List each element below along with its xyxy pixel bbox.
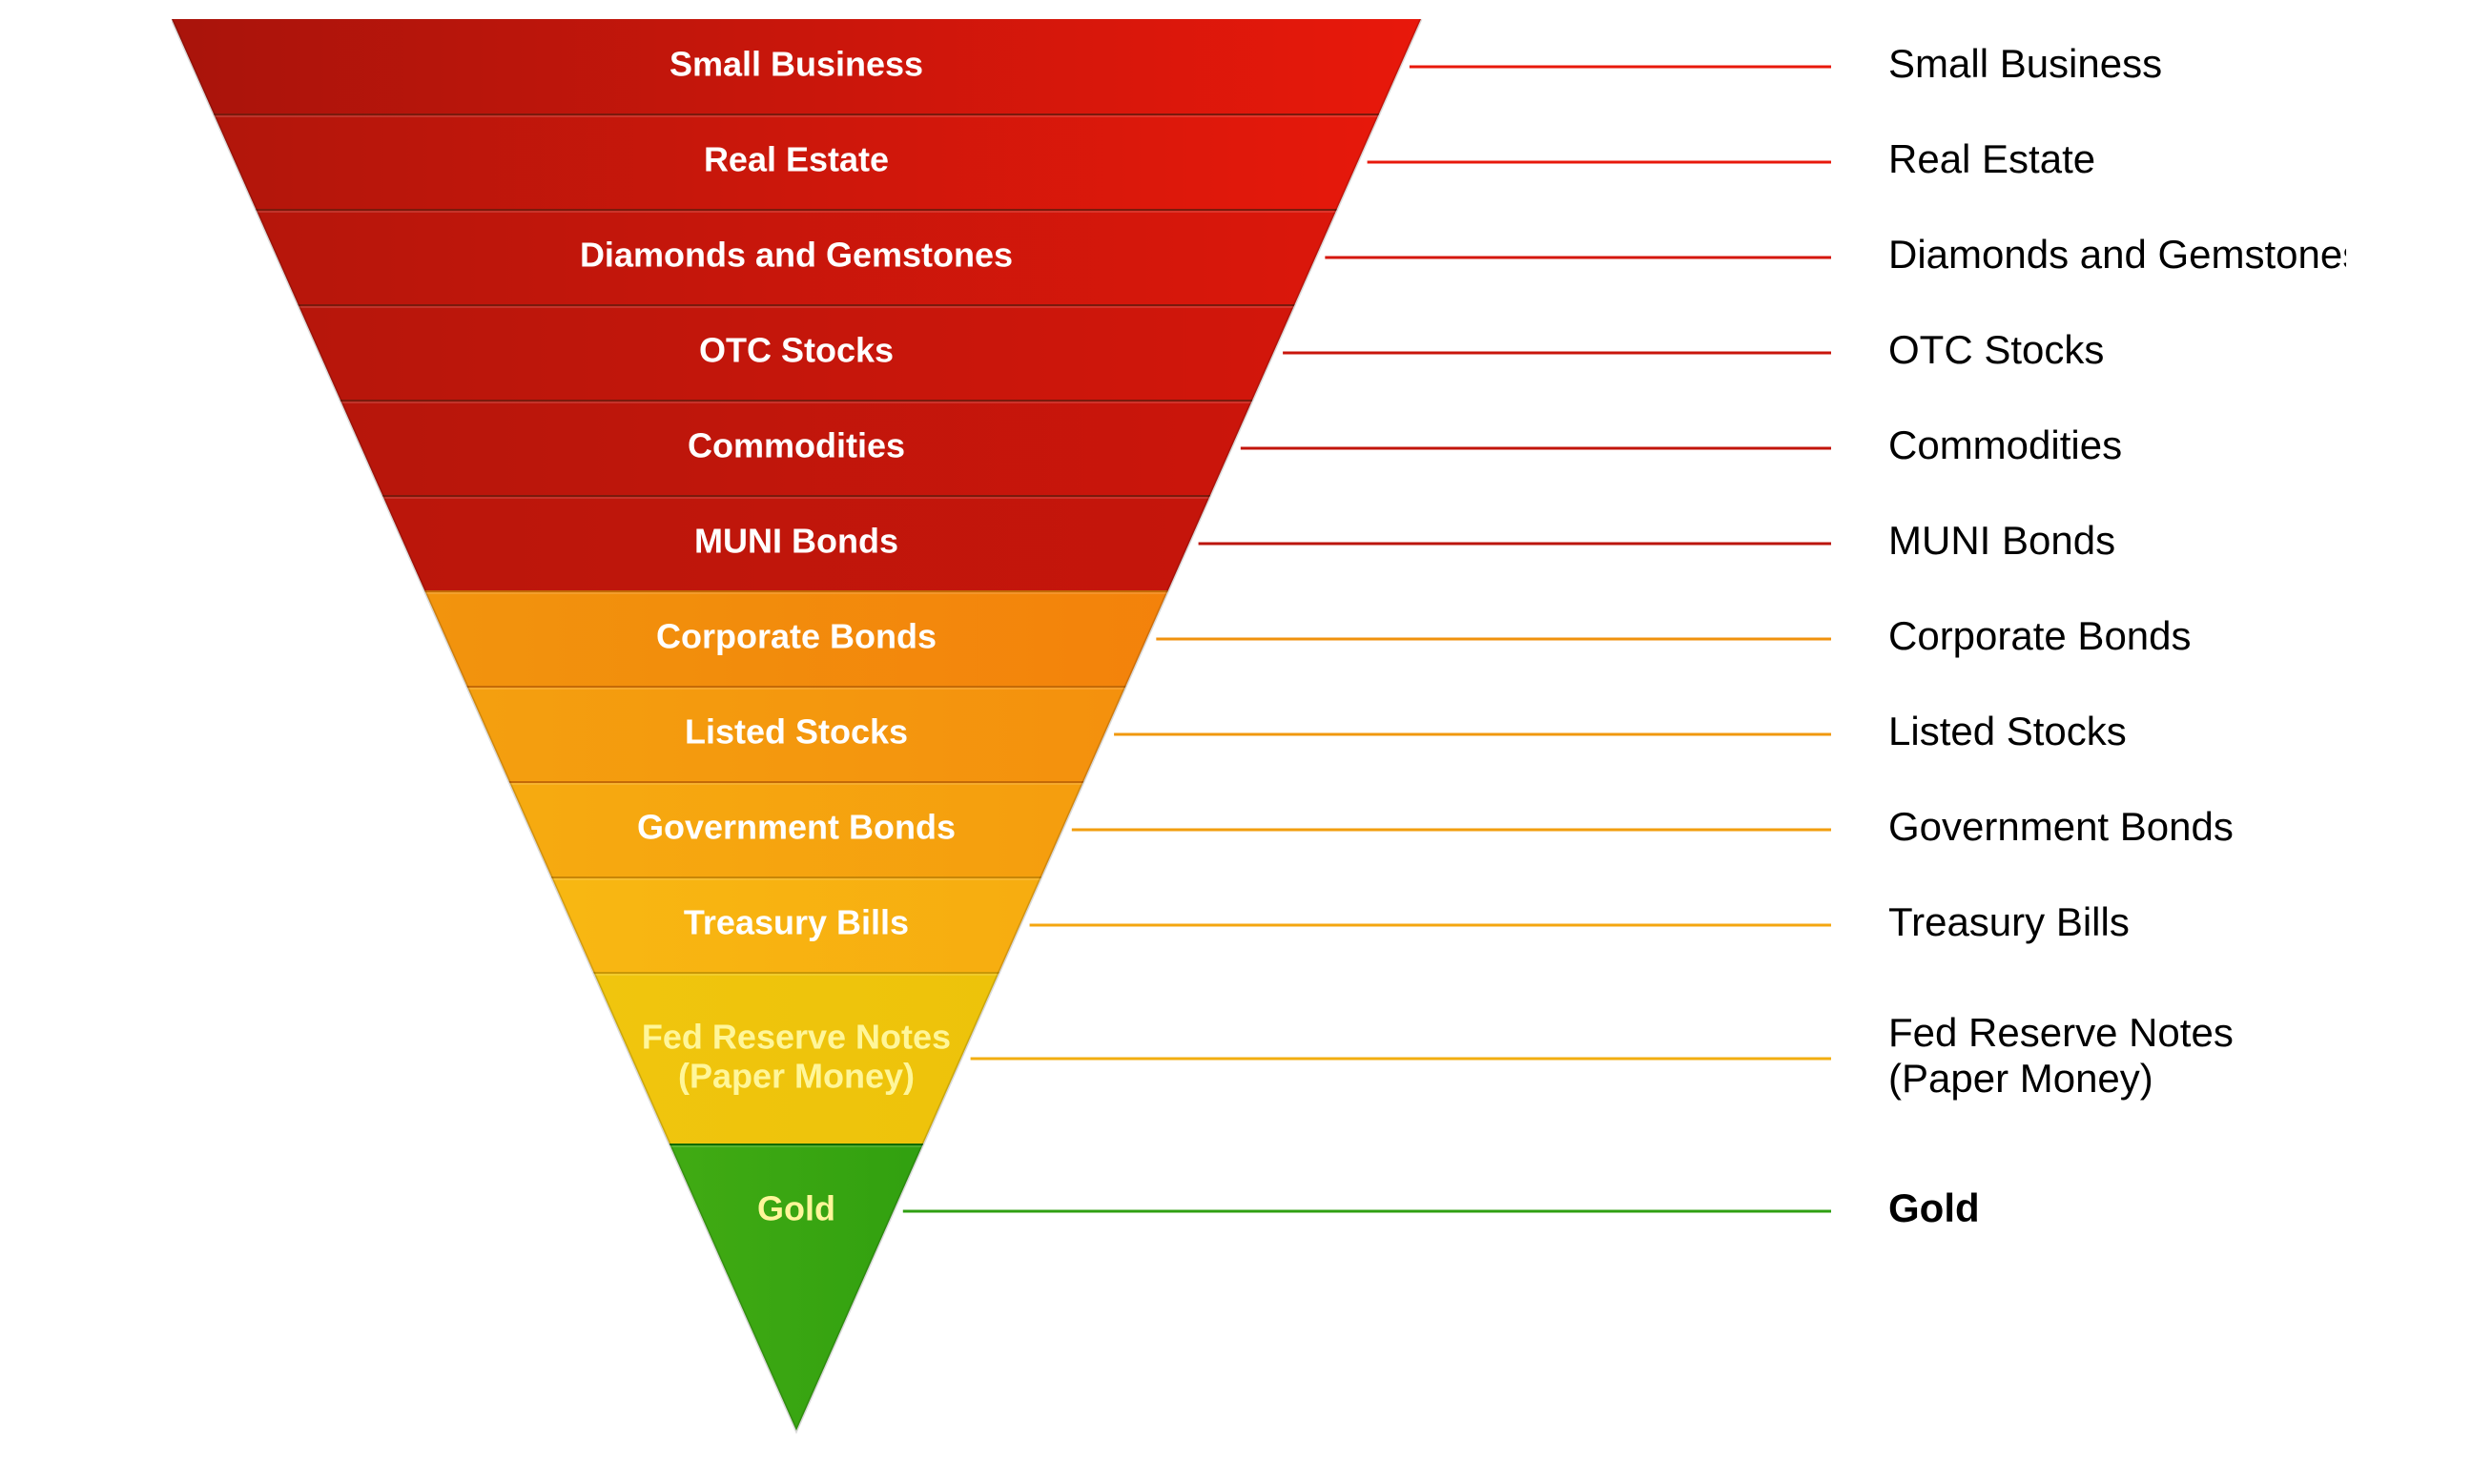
external-label: Government Bonds	[1888, 804, 2234, 849]
pyramid-band-label: Commodities	[688, 426, 905, 465]
pyramid-band-label: Listed Stocks	[685, 712, 908, 752]
pyramid-band-label: Government Bonds	[637, 808, 956, 847]
external-label: Diamonds and Gemstones	[1888, 232, 2346, 277]
pyramid-band-label: Treasury Bills	[684, 903, 909, 942]
pyramid-band-label: Diamonds and Gemstones	[580, 236, 1013, 275]
pyramid-band-label: Small Business	[670, 45, 923, 84]
external-label: Commodities	[1888, 423, 2122, 467]
external-label: Small Business	[1888, 41, 2162, 86]
pyramid-band-label: Real Estate	[704, 140, 889, 179]
pyramid-band-label: OTC Stocks	[699, 331, 894, 370]
external-label: Real Estate	[1888, 136, 2095, 181]
pyramid-band-label: Fed Reserve Notes(Paper Money)	[642, 1017, 951, 1095]
inverted-pyramid-diagram: Small Business Small Business Real Estate R…	[172, 19, 2346, 1469]
external-label: Fed Reserve Notes(Paper Money)	[1888, 1010, 2234, 1101]
external-label: OTC Stocks	[1888, 327, 2104, 372]
external-label: Treasury Bills	[1888, 899, 2130, 944]
external-label: Listed Stocks	[1888, 709, 2127, 753]
external-label: Gold	[1888, 1185, 1980, 1230]
pyramid-band-label: Gold	[757, 1189, 835, 1228]
external-label: Corporate Bonds	[1888, 613, 2192, 658]
pyramid-band-label: MUNI Bonds	[694, 522, 898, 561]
pyramid-band	[172, 1144, 1421, 1431]
external-label: MUNI Bonds	[1888, 518, 2115, 563]
pyramid-band-label: Corporate Bonds	[656, 617, 937, 656]
